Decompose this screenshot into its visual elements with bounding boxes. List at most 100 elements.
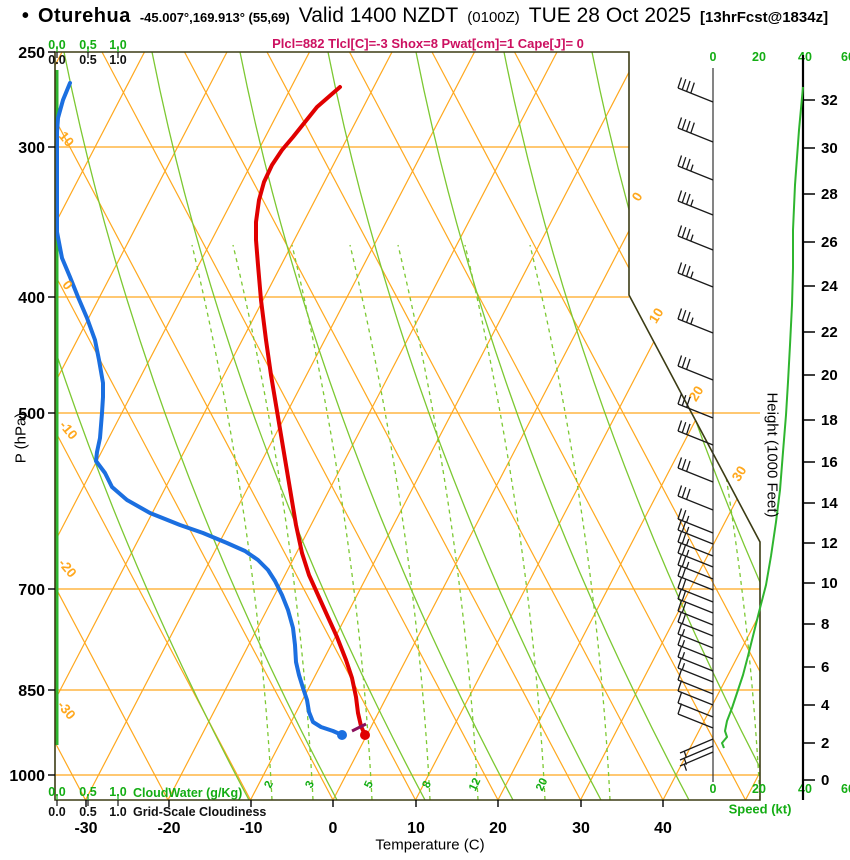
height-axis-title: Height (1000 Feet) — [763, 392, 781, 518]
pressure-tick-label: 1000 — [9, 768, 45, 785]
height-tick-label: 4 — [821, 697, 830, 714]
lcl-tick — [351, 722, 367, 733]
speed-tick-label-top: 20 — [752, 50, 766, 64]
moist-adiabat-line — [55, 52, 250, 800]
speed-tick-label-top: 40 — [798, 50, 812, 64]
temperature-tick-label: 40 — [654, 820, 672, 837]
zulu-time: (0100Z) — [467, 9, 520, 26]
wind-barb — [677, 485, 714, 511]
wind-barb — [677, 117, 714, 143]
speed-tick-label-bottom: 0 — [710, 782, 717, 796]
temperature-tick-label: 10 — [407, 820, 425, 837]
wind-barb — [677, 692, 714, 718]
surface-dewpoint-dot — [337, 730, 347, 740]
wind-barb — [679, 738, 714, 758]
isotherm-line — [167, 52, 558, 800]
skewt-grid — [55, 52, 760, 800]
height-tick-label: 6 — [821, 659, 829, 676]
height-tick-label: 2 — [821, 735, 829, 752]
dry-adiabat-line — [183, 52, 582, 800]
isotherm-value-label: 0 — [629, 189, 646, 203]
height-tick-label: 10 — [821, 575, 838, 592]
mixing-ratio-line — [679, 244, 760, 800]
dry-adiabat-line — [55, 52, 169, 800]
height-tick-label: 18 — [821, 412, 838, 429]
wind-barb — [677, 225, 714, 251]
isotherm-line — [55, 52, 311, 800]
dewpoint-trace — [55, 81, 344, 737]
wind-barb — [677, 623, 714, 649]
isotherm-line — [55, 52, 228, 800]
wind-barb — [677, 646, 714, 672]
cloudwater-axis-title: CloudWater (g/Kg) — [133, 786, 243, 800]
dry-adiabat-line — [348, 52, 747, 800]
cloudwater-scale-label: 0.5 — [79, 785, 96, 799]
wind-barb — [677, 634, 714, 660]
isotherm-value-label: 30 — [729, 463, 750, 484]
height-tick-label: 16 — [821, 454, 838, 471]
moist-adiabat-line — [327, 52, 602, 800]
isotherm-line — [332, 52, 723, 800]
temperature-tick-label: 20 — [489, 820, 507, 837]
moist-adiabat-line — [503, 52, 760, 800]
moist-adiabat-line — [239, 52, 514, 800]
wind-barb — [677, 611, 714, 637]
wind-barb — [677, 669, 714, 695]
mixing-ratio-line — [529, 244, 611, 800]
temperature-trace — [254, 85, 367, 737]
mixing-ratio-line — [191, 244, 273, 800]
mixing-ratio-value-label: 3 — [303, 779, 317, 790]
mixing-ratio-line — [291, 244, 373, 800]
speed-axis-title: Speed (kt) — [728, 801, 792, 817]
wind-barb — [677, 457, 714, 483]
pressure-tick-label: 500 — [18, 406, 45, 423]
dry-adiabat-line — [431, 52, 760, 800]
mixing-ratio-value-label: 5 — [362, 779, 376, 790]
wind-speed-trace — [721, 86, 804, 749]
height-tick-label: 14 — [821, 495, 838, 512]
mixing-ratio-value-label: 2 — [262, 779, 276, 790]
isotherm-line — [497, 52, 760, 800]
wind-barb — [677, 703, 714, 729]
wind-barb — [677, 519, 714, 545]
surface-temperature-dot — [360, 730, 370, 740]
height-tick-label: 28 — [821, 186, 838, 203]
cloudwater-scale-label: 1.0 — [109, 785, 126, 799]
wind-barb — [677, 508, 714, 534]
dry-adiabat-value-label: 0 — [59, 277, 75, 292]
cloudwater-scale-label: 0.0 — [48, 785, 65, 799]
gridcloud-scale-label: 0.5 — [79, 805, 96, 819]
height-tick-label: 22 — [821, 324, 838, 341]
forecast-hour: [13hrFcst@1834z] — [700, 9, 829, 26]
temperature-axis-title: Temperature (C) — [375, 836, 485, 854]
wind-barb — [677, 531, 714, 557]
wind-barb — [677, 155, 714, 181]
wind-barb — [677, 542, 714, 568]
station-bullet: • — [21, 5, 29, 27]
pressure-tick-label: 850 — [18, 683, 45, 700]
station-coords: -45.007°,169.913° (55,69) — [139, 10, 290, 25]
temperature-tick-label: -30 — [74, 820, 97, 837]
gridcloud-scale-label: 1.0 — [109, 53, 126, 67]
wind-barb — [679, 751, 714, 771]
plot-border — [54, 51, 761, 801]
dry-adiabat-value-label: -20 — [55, 556, 79, 581]
mixing-ratio-line — [397, 244, 479, 800]
height-tick-label: 32 — [821, 92, 838, 109]
wind-barb — [679, 745, 714, 765]
temperature-tick-label: -20 — [157, 820, 180, 837]
wind-barb — [677, 588, 714, 614]
wind-barb — [677, 77, 714, 103]
pressure-tick-label: 300 — [18, 140, 45, 157]
mixing-ratio-line — [232, 244, 314, 800]
wind-barb — [677, 420, 714, 446]
height-tick-label: 26 — [821, 234, 838, 251]
dry-adiabat-line — [266, 52, 664, 800]
valid-date: TUE 28 Oct 2025 — [528, 4, 692, 27]
isotherm-line — [249, 52, 641, 800]
temperature-tick-label: 30 — [572, 820, 590, 837]
wind-barbs — [677, 68, 714, 782]
